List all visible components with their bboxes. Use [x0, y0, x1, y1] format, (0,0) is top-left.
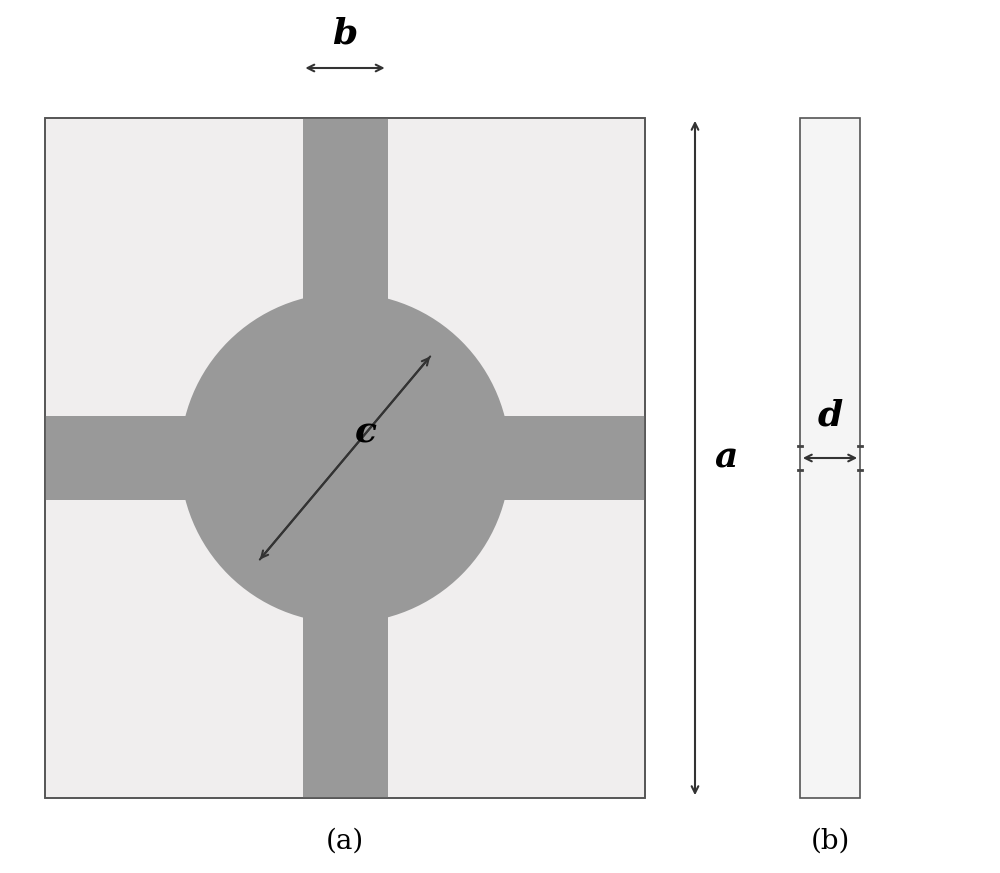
Bar [45, 118, 645, 798]
Bar [45, 416, 645, 500]
Text: (b): (b) [810, 828, 850, 855]
Text: d: d [817, 399, 843, 433]
Bar [800, 118, 860, 798]
Circle shape [180, 293, 510, 623]
Bar [303, 118, 388, 798]
Text: (a): (a) [326, 828, 364, 855]
Text: b: b [332, 16, 358, 50]
Text: c: c [355, 416, 377, 450]
Bar [45, 118, 645, 798]
Text: a: a [715, 441, 738, 475]
